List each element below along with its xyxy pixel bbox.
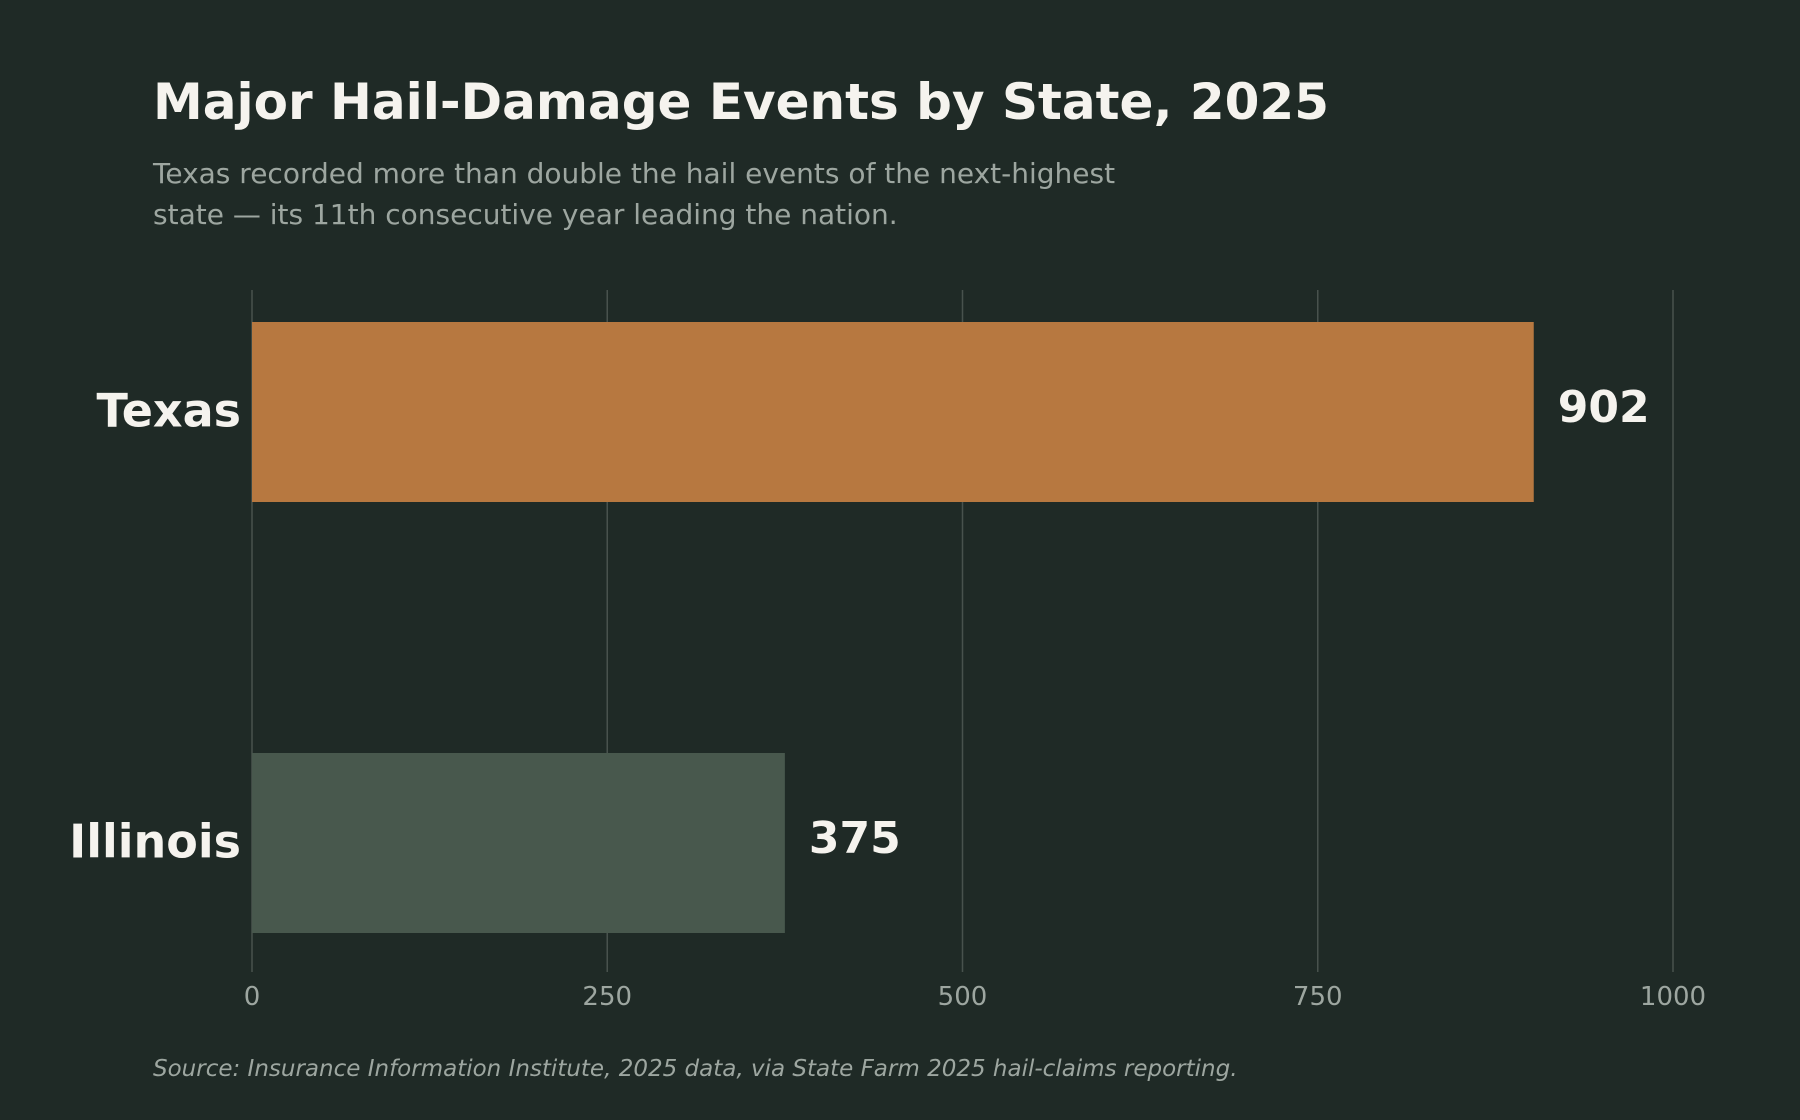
category-label-texas: Texas [96, 384, 241, 438]
bar-illinois [252, 753, 785, 933]
x-tick-label-0: 0 [244, 982, 261, 1012]
bars [252, 322, 1534, 933]
value-label-illinois: 375 [809, 813, 901, 864]
chart-title: Major Hail-Damage Events by State, 2025 [153, 73, 1329, 131]
x-tick-label-750: 750 [1293, 982, 1343, 1012]
x-tick-label-500: 500 [938, 982, 988, 1012]
bar-texas [252, 322, 1534, 502]
category-label-illinois: Illinois [69, 815, 241, 869]
value-label-texas: 902 [1558, 382, 1650, 433]
chart-subtitle-line-1: Texas recorded more than double the hail… [152, 157, 1115, 190]
x-tick-label-1000: 1000 [1640, 982, 1706, 1012]
labels: Texas 902 Illinois 375 [69, 382, 1650, 869]
x-tick-label-250: 250 [582, 982, 632, 1012]
chart-subtitle-line-2: state — its 11th consecutive year leadin… [153, 198, 898, 231]
x-axis-ticks: 0 250 500 750 1000 [244, 982, 1706, 1012]
source-note: Source: Insurance Information Institute,… [153, 1056, 1238, 1082]
